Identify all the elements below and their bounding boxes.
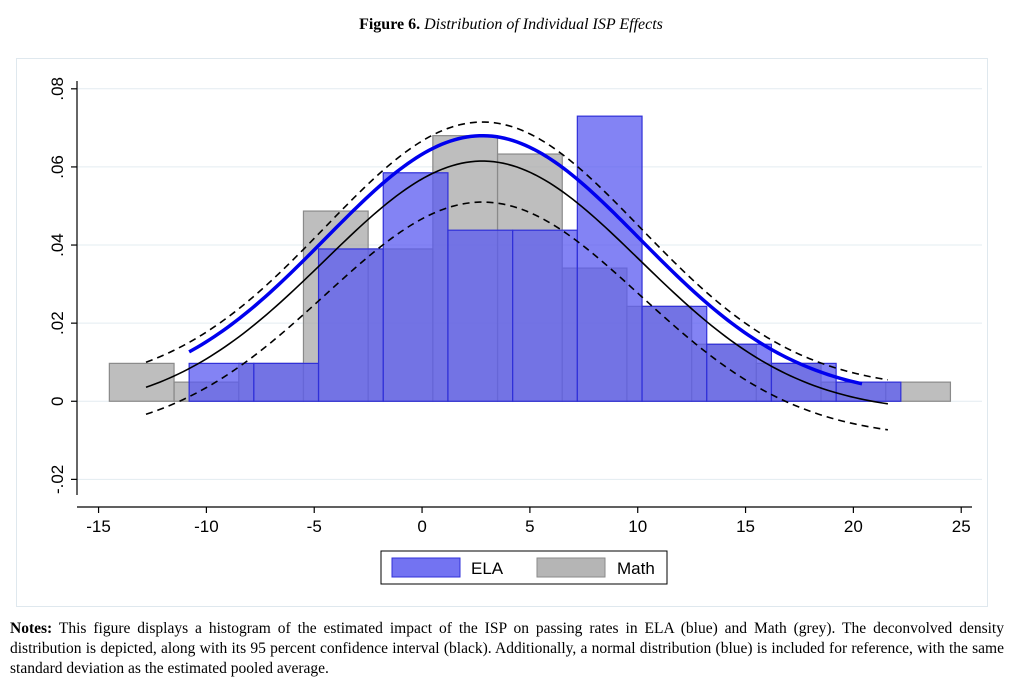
- x-tick-label-8: 25: [952, 517, 971, 536]
- density-curve: [145, 160, 889, 405]
- ela-bar-2: [317, 248, 384, 402]
- ela-bar-0: [188, 362, 255, 402]
- ela-bar-8: [706, 343, 773, 402]
- y-tick-label-5: .08: [48, 77, 67, 101]
- x-tick-label-0: -15: [86, 517, 111, 536]
- x-tick-label-7: 20: [844, 517, 863, 536]
- chart-frame: -.02 0 .02 .04 .06 .08 -15 -10 -5 0 5 10 15 20 25 ELA Ma…: [16, 58, 988, 607]
- x-tick-label-3: 0: [417, 517, 426, 536]
- ela-bar-5: [512, 229, 578, 402]
- ela-bar-1: [253, 362, 320, 402]
- legend-ela-label: ELA: [471, 559, 504, 578]
- y-tick-label-2: .02: [48, 311, 67, 335]
- ela-bar-10: [835, 381, 902, 402]
- ela-bar-7: [641, 305, 708, 402]
- figure-notes: Notes: This figure displays a histogram …: [10, 619, 1004, 679]
- y-tick-label-1: 0: [48, 397, 67, 406]
- notes-text: This figure displays a histogram of the …: [10, 620, 1004, 677]
- normal-curve: [188, 133, 863, 386]
- ela-bar-4: [447, 229, 514, 402]
- ci_upper-curve: [145, 121, 889, 381]
- legend-math-label: Math: [617, 559, 655, 578]
- y-tick-label-4: .06: [48, 155, 67, 179]
- legend-math-swatch: [536, 557, 606, 578]
- y-tick-label-3: .04: [48, 233, 67, 257]
- x-tick-label-2: -5: [307, 517, 322, 536]
- y-tick-label-0: -.02: [48, 465, 67, 494]
- histogram-chart: -.02 0 .02 .04 .06 .08 -15 -10 -5 0 5 10 15 20 25 ELA Ma…: [48, 77, 982, 585]
- x-tick-label-4: 5: [525, 517, 534, 536]
- figure-title: Figure 6. Distribution of Individual ISP…: [0, 16, 1022, 34]
- figure-label: Figure 6.: [359, 16, 421, 33]
- x-tick-label-6: 15: [736, 517, 755, 536]
- x-tick-label-5: 10: [628, 517, 647, 536]
- x-tick-label-1: -10: [194, 517, 219, 536]
- ci_lower-curve: [145, 201, 889, 431]
- notes-label: Notes:: [10, 620, 53, 637]
- figure-caption: Distribution of Individual ISP Effects: [424, 16, 663, 33]
- ela-bar-6: [576, 115, 643, 402]
- ela-bar-3: [382, 172, 449, 402]
- legend-ela-swatch: [391, 557, 461, 578]
- math-bar-0: [108, 362, 175, 402]
